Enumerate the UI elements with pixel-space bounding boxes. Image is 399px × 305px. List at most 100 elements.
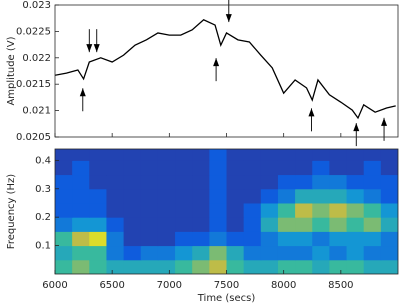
- heat-cell: [346, 259, 365, 274]
- heat-cell: [346, 231, 365, 247]
- heat-cell: [295, 259, 313, 274]
- arrow-head: [213, 58, 220, 67]
- heat-cell: [277, 188, 296, 204]
- heat-cell: [329, 231, 348, 247]
- heat-cell: [140, 245, 159, 261]
- y-tick-label: 0.022: [22, 53, 51, 64]
- heat-cell: [312, 160, 330, 176]
- heat-cell: [209, 217, 227, 232]
- heat-cell: [260, 245, 279, 261]
- heat-cell: [140, 188, 159, 204]
- heat-cell: [140, 202, 159, 218]
- heat-cell: [157, 149, 176, 161]
- heat-cell: [312, 245, 330, 261]
- heat-cell: [346, 149, 365, 161]
- heat-cell: [157, 160, 176, 176]
- heat-cell: [209, 231, 227, 247]
- arrow: [93, 29, 100, 53]
- x-tick-label: 6500: [99, 280, 124, 291]
- heat-cell: [157, 217, 176, 232]
- heat-cell: [157, 259, 176, 274]
- heat-cell: [329, 160, 348, 176]
- y-axis-label: Amplitude (V): [6, 36, 17, 105]
- heat-cell: [329, 149, 348, 161]
- y-tick-label: 0.023: [22, 0, 51, 11]
- line: [55, 19, 396, 120]
- heat-cell: [295, 202, 313, 218]
- heat-cell: [72, 202, 90, 218]
- heat-cell: [123, 188, 142, 204]
- heat-cell: [380, 149, 398, 161]
- heat-cell: [89, 217, 107, 232]
- heat-cell: [277, 174, 296, 190]
- heat-cell: [72, 188, 90, 204]
- heat-cell: [89, 259, 107, 274]
- heat-cell: [312, 202, 330, 218]
- heat-cell: [175, 202, 193, 218]
- heat-cell: [106, 174, 125, 190]
- heat-cell: [312, 149, 330, 161]
- heat-cell: [123, 149, 142, 161]
- heat-cell: [89, 174, 107, 190]
- heat-cell: [72, 259, 90, 274]
- heat-cell: [243, 174, 262, 190]
- arrow-head: [308, 108, 315, 117]
- heat-cell: [243, 231, 262, 247]
- heat-cell: [89, 245, 107, 261]
- heat-cell: [192, 245, 210, 261]
- heat-cell: [277, 160, 296, 176]
- heat-cell: [295, 174, 313, 190]
- heat-cell: [243, 202, 262, 218]
- heat-cell: [175, 174, 193, 190]
- heat-cell: [260, 231, 279, 247]
- heat-cell: [72, 174, 90, 190]
- y-tick-label: 0.0225: [16, 26, 51, 37]
- heat-cell: [226, 202, 245, 218]
- heat-cell: [260, 217, 279, 232]
- heat-cell: [260, 174, 279, 190]
- heat-cell: [123, 245, 142, 261]
- heat-cell: [192, 259, 210, 274]
- heat-cell: [380, 188, 398, 204]
- heat-cell: [157, 231, 176, 247]
- heat-cell: [55, 160, 73, 176]
- heat-cell: [363, 231, 382, 247]
- heat-cell: [312, 174, 330, 190]
- heat-cell: [55, 259, 73, 274]
- y-tick-label: 0.4: [35, 155, 51, 166]
- heat-cell: [123, 174, 142, 190]
- heat-cell: [295, 188, 313, 204]
- heat-cell: [226, 149, 245, 161]
- heat-cell: [295, 245, 313, 261]
- heat-cell: [380, 174, 398, 190]
- heat-cell: [89, 188, 107, 204]
- heat-cell: [55, 202, 73, 218]
- heat-cell: [140, 174, 159, 190]
- heat-cell: [329, 245, 348, 261]
- heat-cell: [175, 149, 193, 161]
- x-tick-label: 6000: [42, 280, 67, 291]
- heat-cell: [106, 259, 125, 274]
- heat-cell: [380, 202, 398, 218]
- arrow-head: [93, 44, 100, 53]
- heat-cell: [157, 202, 176, 218]
- heat-cell: [363, 149, 382, 161]
- heat-cell: [295, 160, 313, 176]
- heat-cell: [243, 217, 262, 232]
- heat-cell: [346, 245, 365, 261]
- arrow-head: [381, 117, 388, 126]
- heat-cell: [106, 245, 125, 261]
- arrow: [213, 58, 220, 82]
- heat-cell: [89, 202, 107, 218]
- heat-cell: [277, 149, 296, 161]
- y-tick-label: 0.021: [22, 106, 51, 117]
- heat-cell: [260, 149, 279, 161]
- heat-cell: [277, 217, 296, 232]
- y-tick-label: 0.0205: [16, 132, 51, 143]
- heat-cell: [363, 217, 382, 232]
- heat-cell: [72, 149, 90, 161]
- heat-cell: [295, 231, 313, 247]
- heat-cell: [277, 231, 296, 247]
- heat-cell: [140, 149, 159, 161]
- heat-cell: [140, 160, 159, 176]
